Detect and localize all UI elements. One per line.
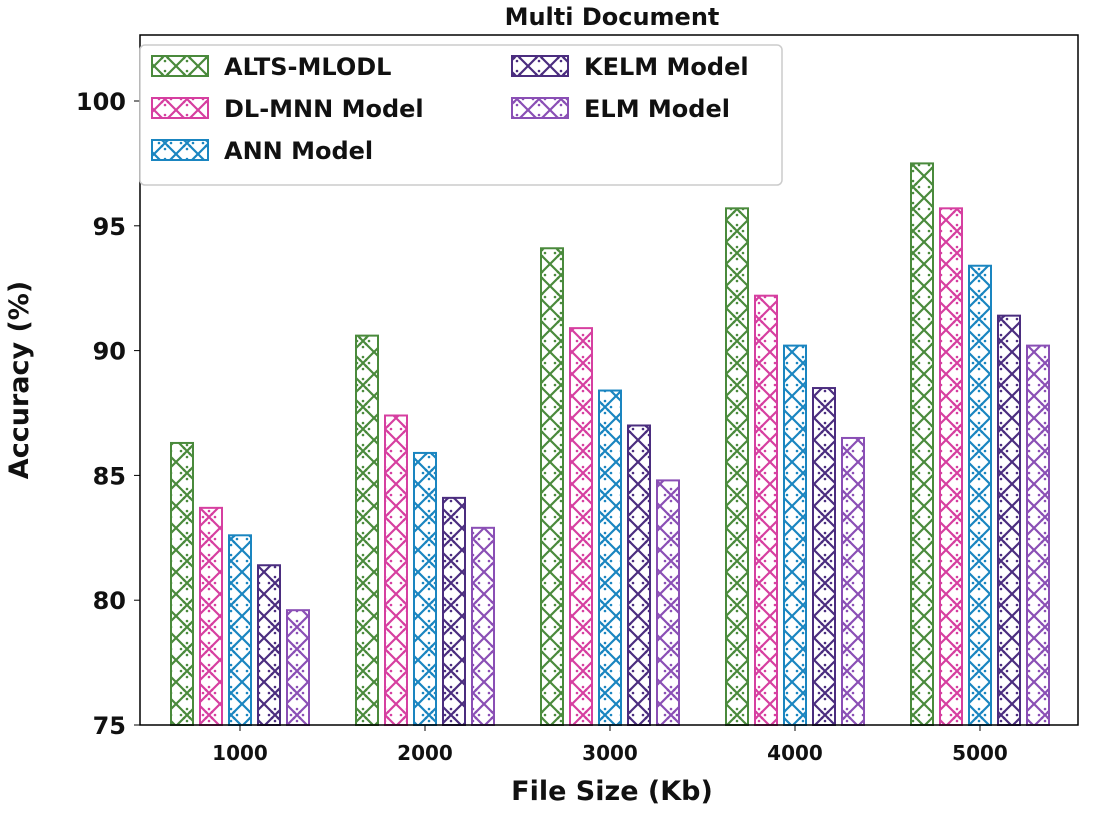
bar-elm-model-1000 xyxy=(286,609,310,727)
bar-kelm-model-3000 xyxy=(627,424,651,726)
legend-label: ALTS-MLODL xyxy=(224,53,391,81)
legend-label: KELM Model xyxy=(584,53,749,81)
bar-alts-mlodl-3000 xyxy=(540,247,564,726)
y-tick-label: 100 xyxy=(76,88,126,116)
bar-ann-model-2000 xyxy=(413,451,437,726)
legend-swatch xyxy=(511,97,569,119)
bar-alts-mlodl-2000 xyxy=(355,334,379,726)
bar-kelm-model-4000 xyxy=(812,387,836,726)
y-tick-label: 95 xyxy=(93,213,126,241)
legend: ALTS-MLODL DL-MNN Model ANN Model KELM Mode… xyxy=(139,44,783,186)
bar-ann-model-5000 xyxy=(968,264,992,726)
bar-alts-mlodl-1000 xyxy=(170,441,194,726)
y-axis-label: Accuracy (%) xyxy=(4,281,35,479)
bar-kelm-model-5000 xyxy=(997,314,1021,726)
y-tick-label: 85 xyxy=(93,462,126,490)
bar-ann-model-1000 xyxy=(228,534,252,727)
legend-swatch xyxy=(151,55,209,77)
legend-label: ANN Model xyxy=(224,137,373,165)
legend-label: ELM Model xyxy=(584,95,730,123)
legend-swatch xyxy=(511,55,569,77)
legend-label: DL-MNN Model xyxy=(224,95,424,123)
bar-dl-mnn-model-5000 xyxy=(939,207,963,726)
x-tick-label: 3000 xyxy=(582,741,638,765)
x-tick-label: 4000 xyxy=(767,741,823,765)
y-tick-label: 80 xyxy=(93,587,126,615)
bar-alts-mlodl-4000 xyxy=(725,207,749,726)
bar-elm-model-3000 xyxy=(656,479,680,726)
x-tick-label: 2000 xyxy=(397,741,453,765)
bar-kelm-model-2000 xyxy=(442,496,466,727)
chart-title: Multi Document xyxy=(505,3,720,31)
legend-box xyxy=(139,44,783,186)
x-axis-label: File Size (Kb) xyxy=(511,776,713,807)
bar-elm-model-4000 xyxy=(841,436,865,726)
x-tick-label: 5000 xyxy=(952,741,1008,765)
legend-swatch xyxy=(151,97,209,119)
y-tick-label: 75 xyxy=(93,712,126,740)
legend-swatch xyxy=(151,139,209,161)
bar-elm-model-5000 xyxy=(1026,344,1050,726)
bar-alts-mlodl-5000 xyxy=(910,162,934,726)
bar-ann-model-3000 xyxy=(598,389,622,726)
bar-dl-mnn-model-3000 xyxy=(569,327,593,726)
bar-kelm-model-1000 xyxy=(257,564,281,726)
bar-elm-model-2000 xyxy=(471,526,495,726)
x-tick-label: 1000 xyxy=(212,741,268,765)
bar-ann-model-4000 xyxy=(783,344,807,726)
bar-dl-mnn-model-1000 xyxy=(199,506,223,726)
bar-dl-mnn-model-2000 xyxy=(384,414,408,726)
bar-dl-mnn-model-4000 xyxy=(754,294,778,726)
plot-frame xyxy=(139,34,1079,726)
y-tick-label: 90 xyxy=(93,338,126,366)
